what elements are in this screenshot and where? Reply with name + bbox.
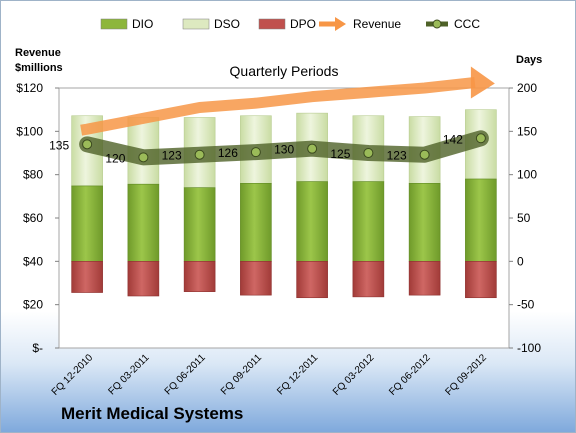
legend-label: DIO: [132, 17, 153, 31]
category-label: FQ 03-2012: [331, 352, 377, 398]
category-label: FQ 09-2011: [219, 352, 264, 397]
dio-bar: [408, 183, 441, 262]
ccc-data-label: 120: [105, 151, 125, 165]
ccc-data-label: 135: [49, 138, 69, 152]
right-tick-label: 100: [517, 168, 537, 182]
left-axis-title-line2: $millions: [15, 62, 63, 74]
dio-bar: [240, 183, 272, 262]
legend-label: DPO: [290, 17, 316, 31]
dpo-bar: [71, 261, 103, 293]
dio-bar: [127, 183, 160, 262]
legend-revenue-arrow: [335, 17, 346, 31]
left-tick-label: $100: [16, 124, 43, 138]
chart-title: Quarterly Periods: [230, 63, 339, 79]
category-label: FQ 06-2012: [387, 352, 433, 398]
revenue-line: [80, 77, 476, 136]
ccc-data-label: 123: [162, 149, 182, 163]
ccc-point: [307, 143, 318, 154]
ccc-point: [194, 149, 205, 160]
ccc-point: [82, 139, 93, 150]
right-tick-label: 0: [517, 254, 524, 268]
category-label: FQ 12-2011: [275, 352, 320, 397]
legend-label: DSO: [214, 17, 240, 31]
category-label: FQ 09-2012: [443, 352, 489, 398]
ccc-data-label: 130: [274, 143, 294, 157]
dio-bar: [352, 181, 385, 262]
left-axis-title-line1: Revenue: [15, 47, 61, 59]
ccc-line: [79, 130, 489, 166]
dpo-bar: [240, 261, 272, 296]
ccc-point: [138, 152, 149, 163]
left-tick-label: $-: [32, 341, 43, 355]
right-tick-label: 50: [517, 211, 531, 225]
category-label: FQ 06-2011: [163, 352, 208, 397]
left-tick-label: $80: [23, 168, 43, 182]
ccc-data-label: 125: [330, 147, 350, 161]
ccc-point: [363, 148, 374, 158]
dpo-bar: [352, 261, 385, 298]
right-tick-label: -50: [517, 298, 535, 312]
left-tick-label: $120: [16, 81, 43, 95]
company-name: Merit Medical Systems: [61, 404, 244, 423]
dpo-bar: [183, 261, 216, 292]
category-label: FQ 03-2011: [107, 352, 152, 397]
left-tick-label: $60: [23, 211, 43, 225]
right-tick-label: 200: [517, 81, 537, 95]
dpo-bar: [465, 261, 497, 299]
revenue-arrowhead: [470, 66, 495, 99]
dpo-bar: [296, 261, 328, 299]
ccc-data-label: 123: [387, 149, 407, 163]
left-tick-label: $20: [23, 298, 43, 312]
legend-label: Revenue: [353, 17, 401, 31]
ccc-data-label: 142: [443, 132, 463, 146]
ccc-data-label: 126: [218, 146, 238, 160]
right-tick-label: 150: [517, 124, 537, 138]
legend-dio-swatch: [100, 18, 128, 30]
category-label: FQ 12-2010: [50, 352, 96, 398]
legend-label: CCC: [454, 17, 480, 31]
ccc-point: [475, 133, 486, 144]
dio-bar: [183, 187, 216, 262]
dpo-bar: [127, 261, 160, 297]
legend-dso-swatch: [182, 18, 210, 30]
dio-bar: [296, 181, 328, 262]
ccc-point: [250, 147, 261, 158]
left-tick-label: $40: [23, 254, 43, 268]
right-tick-label: -100: [517, 341, 541, 355]
dpo-bar: [408, 261, 441, 296]
legend-ccc-marker: [432, 19, 442, 29]
ccc-point: [419, 149, 430, 160]
right-axis-title: Days: [516, 54, 542, 66]
legend-dpo-swatch: [258, 18, 286, 30]
dio-bar: [71, 185, 103, 262]
dio-bar: [465, 178, 497, 262]
